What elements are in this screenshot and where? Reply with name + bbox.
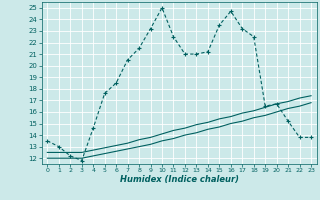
X-axis label: Humidex (Indice chaleur): Humidex (Indice chaleur) [120, 175, 239, 184]
